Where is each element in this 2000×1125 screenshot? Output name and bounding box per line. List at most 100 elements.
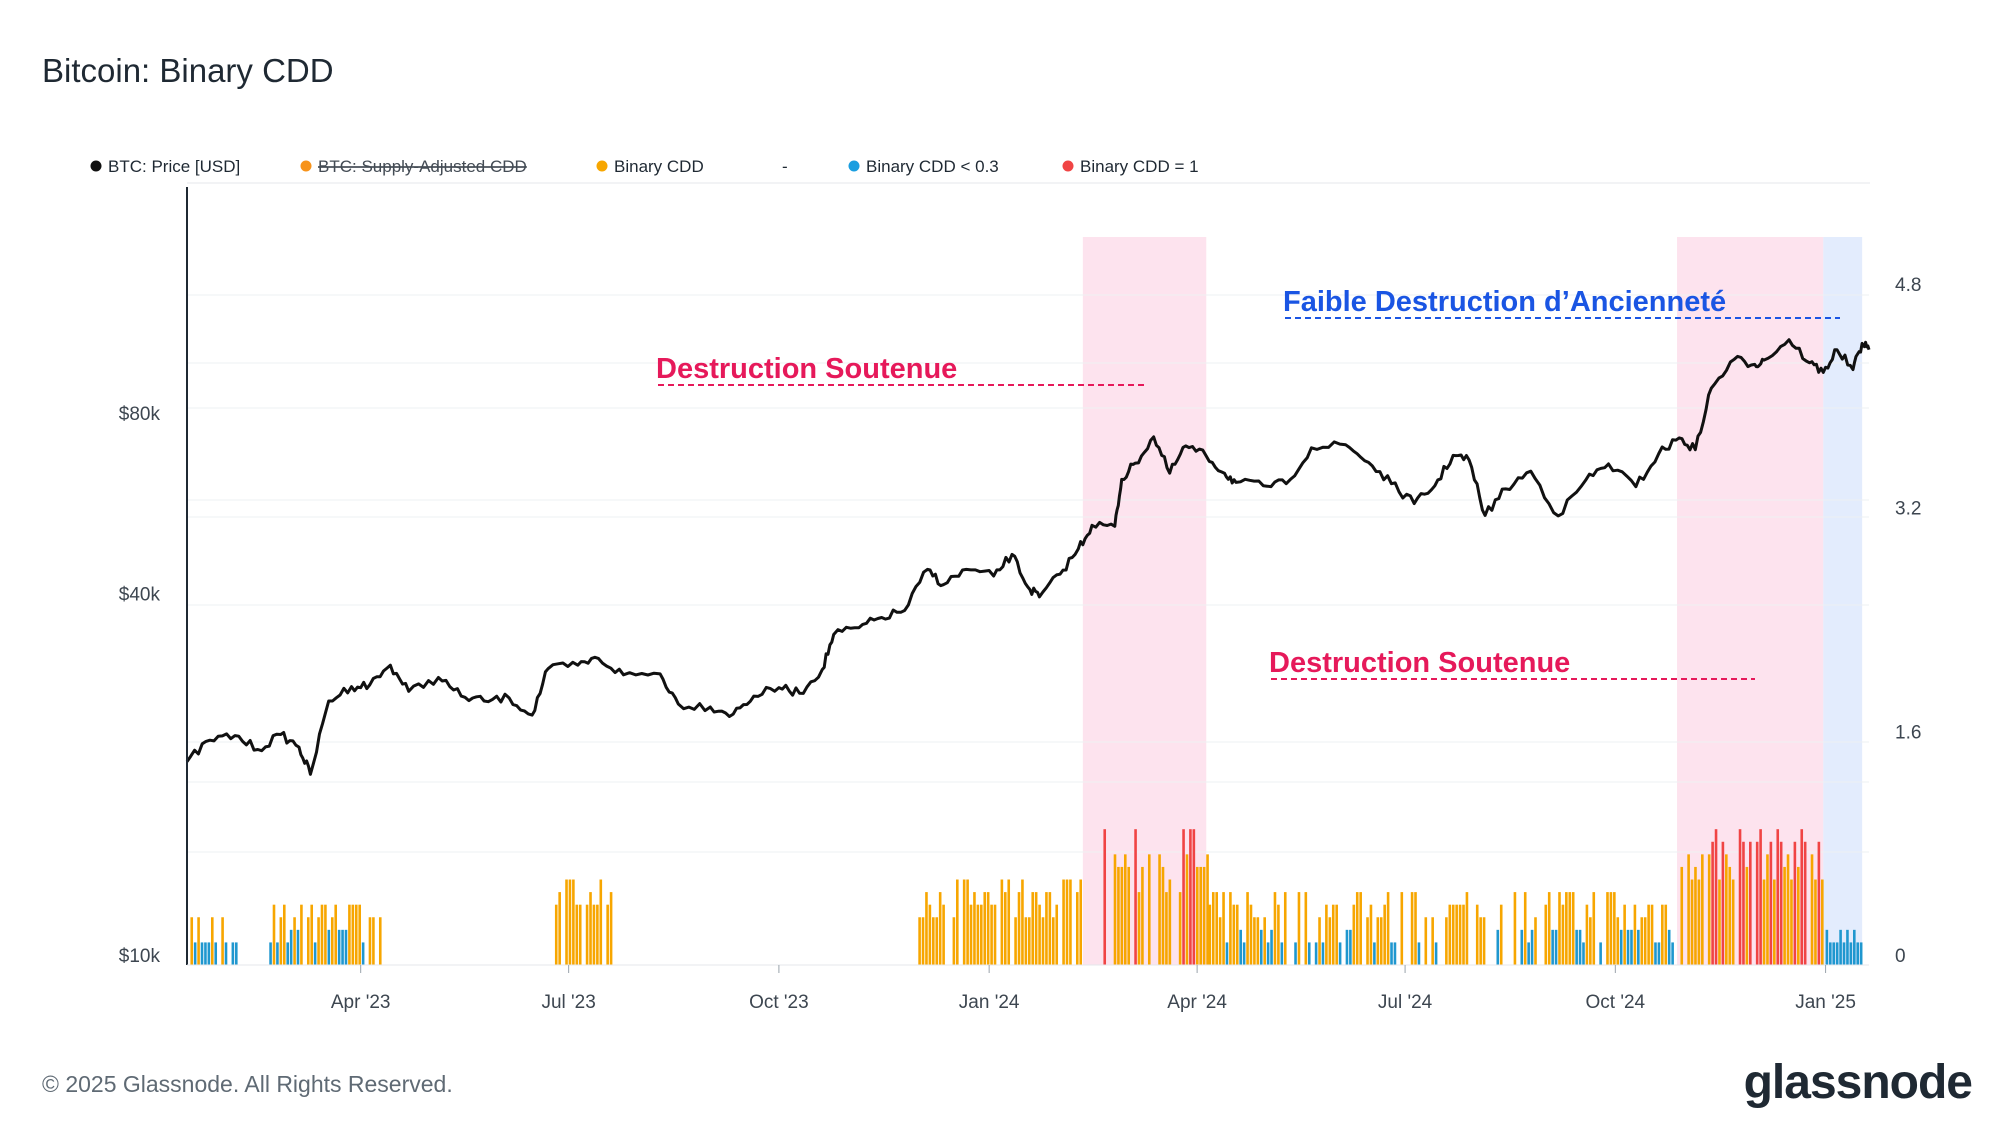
cdd-bar <box>1349 929 1352 965</box>
cdd-bar <box>1229 892 1232 965</box>
cdd-bar <box>606 904 609 965</box>
cdd-bar <box>1318 917 1321 965</box>
cdd-bar <box>1475 904 1479 965</box>
x-tick-label: Apr '23 <box>331 992 391 1013</box>
legend-label-2: Binary CDD <box>614 157 704 176</box>
cdd-bar <box>221 917 224 965</box>
y-right-tick-label: 3.2 <box>1895 499 1921 520</box>
cdd-bar <box>1256 917 1260 965</box>
cdd-bar <box>361 942 365 965</box>
cdd-bar <box>1544 904 1548 965</box>
cdd-bar <box>993 904 997 965</box>
annotation-sustained-2-label: Destruction Soutenue <box>1269 647 1570 679</box>
cdd-bar <box>1338 942 1342 965</box>
cdd-bar <box>1314 942 1318 965</box>
cdd-bar <box>592 904 596 965</box>
cdd-bar <box>1846 929 1849 965</box>
cdd-bar <box>585 904 589 965</box>
cdd-bar <box>1633 904 1637 965</box>
legend-item-4[interactable]: Binary CDD < 0.3 <box>848 157 999 176</box>
legend-item-3[interactable]: - <box>782 157 788 176</box>
highlight-band-2 <box>1823 237 1863 965</box>
legend-marker-4 <box>848 160 860 172</box>
cdd-bar <box>1215 892 1218 965</box>
cdd-bar <box>224 942 228 965</box>
legend-marker-5 <box>1062 160 1074 172</box>
cdd-bar <box>1283 892 1287 965</box>
cdd-bar <box>1259 929 1263 965</box>
cdd-bar <box>1530 929 1534 965</box>
cdd-bar <box>1728 866 1732 965</box>
cdd-bar <box>1776 829 1780 965</box>
cdd-bar <box>935 917 939 965</box>
cdd-bar <box>1451 904 1455 965</box>
cdd-bar <box>1369 904 1373 965</box>
cdd-bar <box>1571 892 1575 965</box>
cdd-bar <box>300 904 303 965</box>
legend-item-2[interactable]: Binary CDD <box>596 157 704 176</box>
cdd-bar <box>1558 892 1561 965</box>
cdd-bar <box>1657 942 1661 965</box>
cdd-bar <box>1817 841 1821 965</box>
btc-price-line <box>185 338 1871 776</box>
cdd-bar <box>956 879 959 965</box>
legend-item-5[interactable]: Binary CDD = 1 <box>1062 157 1199 176</box>
cdd-bar <box>1253 917 1256 965</box>
legend-item-0[interactable]: BTC: Price [USD] <box>90 157 241 176</box>
cdd-bar <box>1534 917 1537 965</box>
cdd-bar <box>1731 879 1735 965</box>
cdd-bar <box>1393 942 1397 965</box>
cdd-bar <box>1031 892 1035 965</box>
cdd-bar <box>1410 892 1414 965</box>
cdd-bar <box>976 904 980 965</box>
cdd-bar <box>1168 879 1172 965</box>
cdd-bar <box>1759 829 1762 965</box>
cdd-bar <box>234 942 238 965</box>
cdd-bar <box>324 904 327 965</box>
cdd-bar <box>1721 841 1725 965</box>
cdd-bar <box>1366 917 1369 965</box>
cdd-bar <box>1554 929 1558 965</box>
y-right-tick-label: 0 <box>1895 946 1906 967</box>
cdd-bar <box>1294 942 1297 965</box>
cdd-bar <box>1206 854 1209 965</box>
cdd-bar <box>1448 904 1452 965</box>
cdd-bar <box>378 917 382 965</box>
x-tick-label: Jan '25 <box>1795 992 1856 1013</box>
cdd-bar <box>938 892 942 965</box>
cdd-bar <box>1671 942 1674 965</box>
cdd-bar <box>1853 929 1856 965</box>
cdd-bar <box>1069 879 1072 965</box>
x-tick-label: Jul '23 <box>541 992 595 1013</box>
cdd-bar <box>1325 904 1328 965</box>
cdd-bar <box>1383 904 1386 965</box>
cdd-bar <box>1835 942 1839 965</box>
legend-marker-2 <box>596 160 608 172</box>
cdd-bar <box>921 917 925 965</box>
cdd-bar <box>1445 917 1448 965</box>
cdd-bar <box>1038 904 1041 965</box>
cdd-bar <box>1304 892 1308 965</box>
cdd-bar <box>1697 879 1701 965</box>
cdd-bar <box>1352 904 1356 965</box>
cdd-bar <box>1211 892 1215 965</box>
cdd-bar <box>962 879 966 965</box>
cdd-bar <box>1147 854 1151 965</box>
cdd-bar <box>1270 929 1273 965</box>
cdd-bar <box>1762 879 1766 965</box>
cdd-bar <box>1123 854 1127 965</box>
cdd-bar <box>1158 854 1161 965</box>
cdd-bar <box>932 917 935 965</box>
cdd-bar <box>1630 929 1633 965</box>
legend-item-1[interactable]: BTC: Supply-Adjusted CDD <box>300 157 527 176</box>
cdd-bar <box>1482 917 1486 965</box>
cdd-bar <box>1647 904 1650 965</box>
cdd-bar <box>1390 942 1393 965</box>
cdd-bar <box>1182 829 1185 965</box>
cdd-bar <box>1117 866 1120 965</box>
cdd-bar <box>296 929 300 965</box>
annotation-low-destruction-label: Faible Destruction d’Ancienneté <box>1283 286 1726 318</box>
cdd-bar <box>1465 892 1469 965</box>
cdd-bar <box>1714 829 1718 965</box>
cdd-bar <box>1386 892 1390 965</box>
